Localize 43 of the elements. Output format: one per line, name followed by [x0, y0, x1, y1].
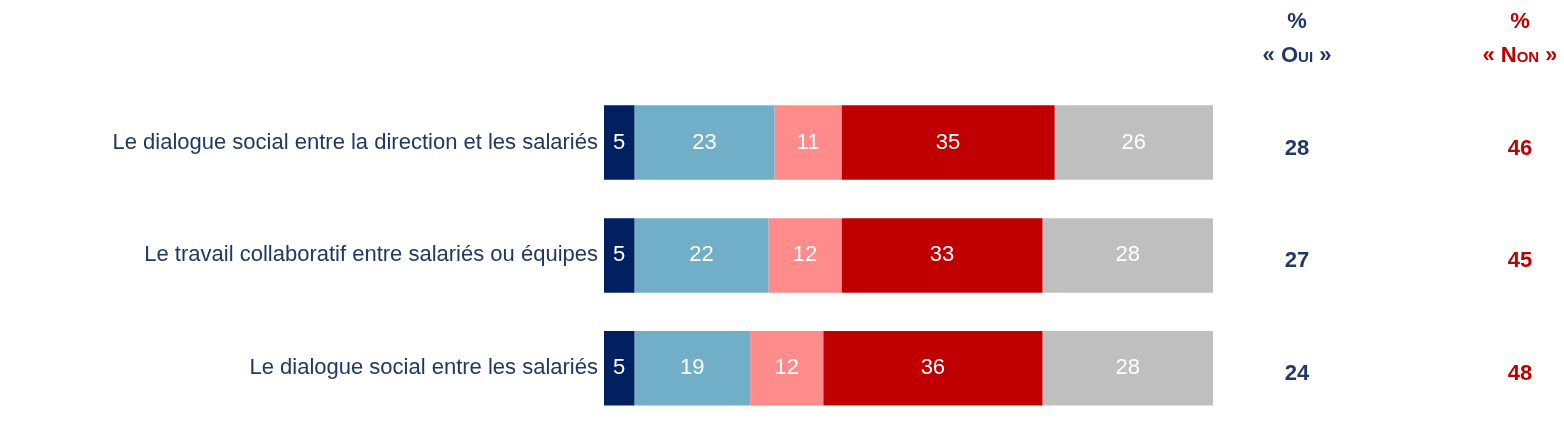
data-label: 11 — [796, 128, 820, 154]
bar — [1054, 105, 1213, 180]
data-label: 22 — [689, 241, 714, 267]
bar — [774, 105, 842, 180]
text: 46 — [1507, 134, 1533, 160]
y-tick-label: Le travail collaboratif entre salariés ou équipes — [144, 241, 598, 267]
data-label: 19 — [680, 354, 705, 380]
data-label: 5 — [613, 128, 626, 154]
bar — [1042, 218, 1213, 293]
bar — [841, 218, 1043, 293]
data-label: 5 — [613, 241, 626, 267]
text: % — [1287, 8, 1307, 34]
data-label: 12 — [792, 241, 818, 267]
data-label: 23 — [692, 128, 717, 154]
data-label: 35 — [935, 128, 961, 154]
text: 48 — [1507, 360, 1533, 386]
text: « Non » — [1482, 42, 1558, 68]
data-label: 12 — [774, 354, 799, 380]
bar — [1042, 331, 1213, 406]
text: 45 — [1507, 247, 1533, 273]
bar — [634, 218, 769, 293]
text: % — [1510, 8, 1530, 34]
bar — [604, 105, 635, 180]
bar — [823, 331, 1043, 406]
data-label: 33 — [929, 241, 955, 267]
y-tick-label: Le dialogue social entre la direction et les salariés — [112, 128, 598, 154]
text: 28 — [1284, 134, 1310, 160]
bar — [768, 218, 842, 293]
data-label: 36 — [920, 354, 946, 380]
text: « Oui » — [1262, 42, 1332, 68]
data-label: 28 — [1115, 241, 1140, 267]
bar — [634, 105, 775, 180]
bar — [604, 331, 635, 406]
bar — [604, 218, 635, 293]
data-label: 5 — [613, 354, 626, 380]
data-label: 28 — [1115, 354, 1140, 380]
bar — [750, 331, 824, 406]
y-tick-label: Le dialogue social entre les salariés — [249, 354, 598, 380]
bar — [841, 105, 1055, 180]
text: 27 — [1284, 247, 1310, 273]
text: 24 — [1284, 360, 1310, 386]
data-label: 26 — [1121, 128, 1147, 154]
bar — [634, 331, 751, 406]
